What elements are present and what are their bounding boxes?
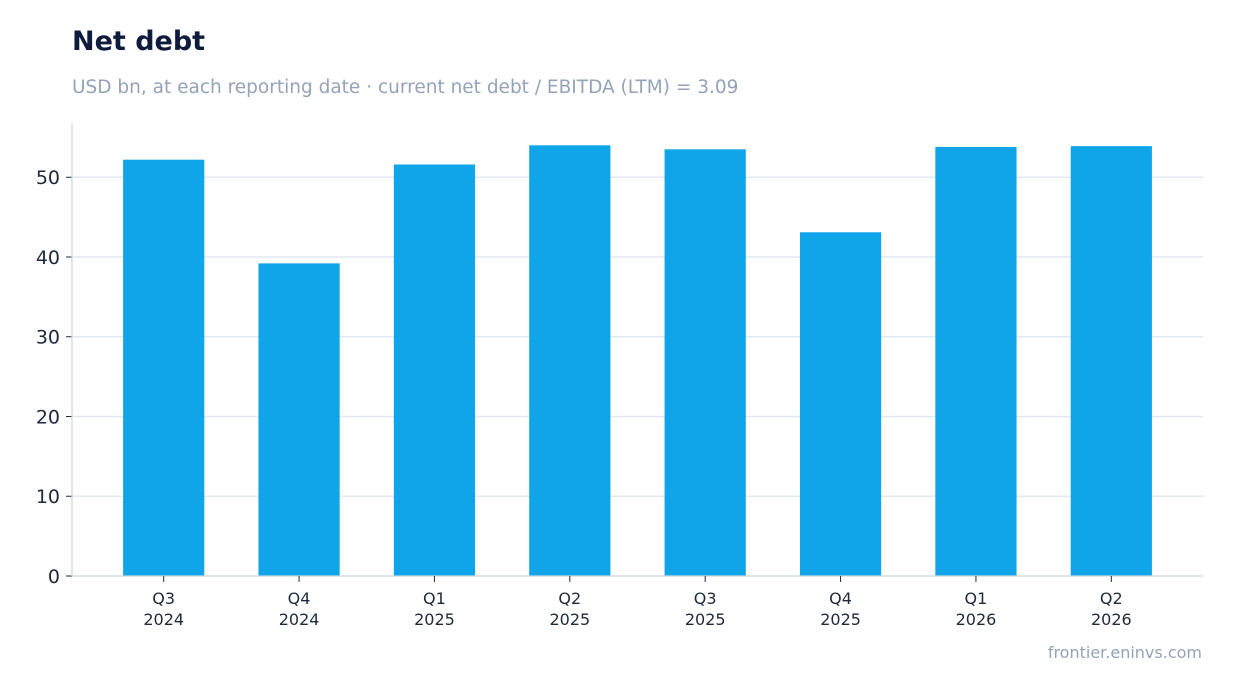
chart-subtitle: USD bn, at each reporting date · current…	[72, 77, 739, 98]
x-tick-label: Q3	[694, 589, 717, 608]
x-tick-label: 2025	[820, 610, 861, 629]
x-tick-label: 2024	[279, 610, 320, 629]
x-tick-label: Q3	[152, 589, 175, 608]
bars	[123, 145, 1152, 576]
x-tick-label: 2025	[549, 610, 590, 629]
x-tick-label: Q1	[965, 589, 988, 608]
x-tick-label: 2024	[143, 610, 184, 629]
y-tick-label: 20	[36, 406, 60, 428]
bar	[529, 145, 611, 576]
bar	[258, 263, 340, 576]
x-tick-label: Q2	[1100, 589, 1123, 608]
y-tick-label: 40	[36, 247, 60, 269]
bar	[1070, 146, 1152, 576]
bar	[935, 146, 1017, 576]
x-tick-label: Q4	[288, 589, 311, 608]
y-tick-label: 30	[36, 327, 60, 349]
bar	[123, 159, 205, 576]
grid-lines	[72, 176, 1203, 497]
x-tick-label: Q2	[558, 589, 581, 608]
x-tick-label: 2025	[685, 610, 726, 629]
y-tick-label: 50	[36, 167, 60, 189]
x-tick-label: 2026	[956, 610, 997, 629]
x-tick-label: 2026	[1091, 610, 1132, 629]
x-tick-label: Q4	[829, 589, 852, 608]
axes	[66, 123, 1203, 582]
y-tick-label: 10	[36, 486, 60, 508]
source-credit: frontier.eninvs.com	[1047, 643, 1202, 662]
x-tick-label: 2025	[414, 610, 455, 629]
bar	[393, 164, 476, 576]
y-tick-label: 0	[48, 566, 60, 588]
x-tick-label: Q1	[423, 589, 446, 608]
bar	[664, 149, 746, 576]
tick-labels: 0 10 20 30 40 50 Q3 2024 Q4 2024 Q1 2025 Q2 2025 Q3 202…	[36, 167, 1132, 629]
chart-title: Net debt	[72, 26, 206, 57]
bar	[799, 232, 882, 576]
